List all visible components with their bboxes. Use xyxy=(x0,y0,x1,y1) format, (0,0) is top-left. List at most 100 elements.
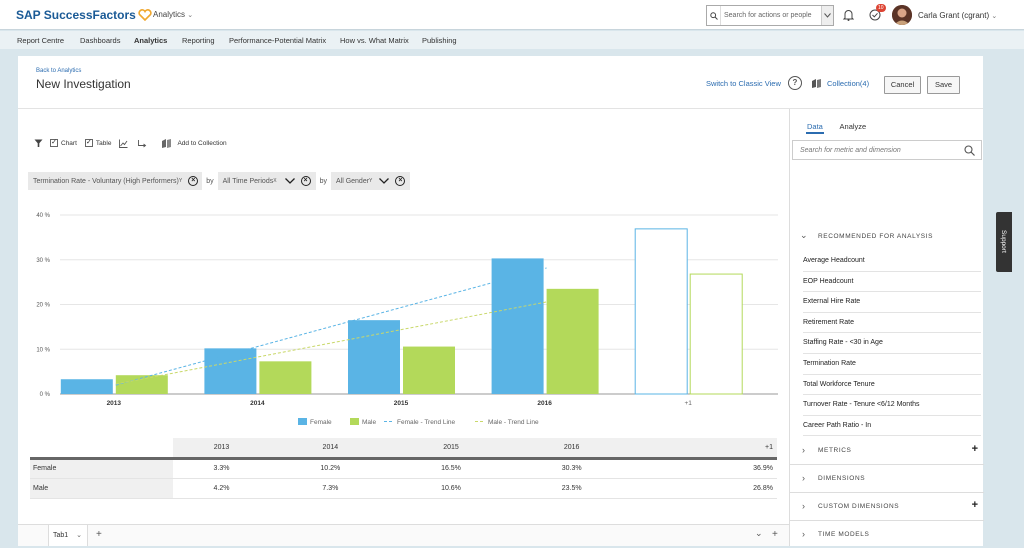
user-avatar[interactable] xyxy=(892,5,912,25)
chevron-down-icon[interactable] xyxy=(379,178,390,184)
bar-male-2015 xyxy=(403,346,455,394)
table-checkbox[interactable]: ✓ xyxy=(84,139,93,147)
add-to-collection-icon[interactable] xyxy=(161,138,173,149)
row-label: Female xyxy=(30,458,173,479)
sap-successfactors-logo[interactable]: SAP SuccessFactors xyxy=(16,8,152,22)
list-item[interactable]: Career Path Ratio - In xyxy=(803,416,981,437)
nav-item-report-centre[interactable]: Report Centre xyxy=(17,36,65,45)
column-header: 2016 xyxy=(511,438,632,460)
nav-item-reporting[interactable]: Reporting xyxy=(182,36,215,45)
x-tick-label: 2016 xyxy=(537,400,552,407)
table-cell: 16.5% xyxy=(390,458,512,479)
page-scrollbar[interactable] xyxy=(986,56,994,546)
collapse-chevron-icon[interactable]: ⌄ xyxy=(755,528,763,538)
list-item[interactable]: Retirement Rate xyxy=(803,313,981,334)
list-item[interactable]: Turnover Rate - Tenure <6/12 Months xyxy=(803,395,981,416)
chart-checkbox[interactable]: ✓ xyxy=(50,139,58,147)
app-module-menu[interactable]: Analytics ⌄ xyxy=(153,10,194,19)
help-icon[interactable]: ? xyxy=(788,76,802,90)
chevron-down-icon[interactable] xyxy=(284,178,295,184)
data-table: 2013 2014 2015 2016 +1 Female 3.3% 10.2%… xyxy=(30,438,777,499)
chevron-down-icon[interactable]: ⌄ xyxy=(76,532,83,539)
custom-dimensions-group[interactable]: › CUSTOM DIMENSIONS + xyxy=(790,493,984,521)
legend-label: Female - Trend Line xyxy=(397,419,456,426)
chevron-right-icon: › xyxy=(802,501,805,511)
list-item[interactable]: Termination Rate xyxy=(803,354,981,375)
bar-male-2016 xyxy=(546,288,599,394)
metrics-group[interactable]: › METRICS + xyxy=(790,437,984,465)
table-cell: 36.9% xyxy=(631,458,777,479)
nav-item-how-vs-what-matrix[interactable]: How vs. What Matrix xyxy=(340,36,409,45)
table-row: Female 3.3% 10.2% 16.5% 30.3% 36.9% xyxy=(30,458,777,479)
global-search[interactable]: Search for actions or people xyxy=(706,5,834,26)
time-filter-chip[interactable]: All Time Periods X × xyxy=(217,172,316,190)
search-icon[interactable] xyxy=(964,145,975,156)
y-tick-label: 30 % xyxy=(36,258,50,264)
search-dropdown-chevron-icon[interactable] xyxy=(821,6,833,25)
nav-item-publishing[interactable]: Publishing xyxy=(422,36,457,45)
recommended-list: Average Headcount EOP Headcount External… xyxy=(803,251,981,437)
chart-type-icon[interactable] xyxy=(119,139,128,148)
nav-item-performance-potential-matrix[interactable]: Performance-Potential Matrix xyxy=(229,36,327,45)
add-custom-dimension-icon[interactable]: + xyxy=(971,499,978,511)
user-menu[interactable]: Carla Grant (cgrant) ⌄ xyxy=(918,11,998,20)
table-cell: 10.2% xyxy=(270,458,391,479)
tab-analyze[interactable]: Analyze xyxy=(839,122,867,131)
table-cell: 3.3% xyxy=(173,458,271,479)
legend-label: Female xyxy=(310,419,332,426)
data-side-panel: Data Analyze Search for metric and dimen… xyxy=(789,109,984,548)
add-tab-icon[interactable]: + xyxy=(96,529,102,540)
table-header-row: 2013 2014 2015 2016 +1 xyxy=(30,438,777,460)
column-header: 2015 xyxy=(390,438,512,460)
list-item[interactable]: Total Workforce Tenure xyxy=(803,375,981,396)
list-item[interactable]: Average Headcount xyxy=(803,251,981,272)
dimensions-group[interactable]: › DIMENSIONS xyxy=(790,465,984,493)
chevron-down-icon: ⌄ xyxy=(800,230,809,240)
x-tick-label: +1 xyxy=(684,400,692,407)
y-tick-label: 0 % xyxy=(40,392,51,398)
list-item[interactable]: External Hire Rate xyxy=(803,292,981,313)
collection-link[interactable]: Collection(4) xyxy=(811,78,869,89)
tab-tab1[interactable]: Tab1 ⌄ xyxy=(48,525,88,546)
legend-swatch-female xyxy=(298,418,307,425)
filter-bar: Termination Rate - Voluntary (High Perfo… xyxy=(28,172,411,190)
remove-metric-icon[interactable]: × xyxy=(188,176,199,186)
support-tab[interactable]: Support xyxy=(996,212,1012,272)
save-button[interactable]: Save xyxy=(927,76,960,94)
bar-male-2013 xyxy=(115,375,168,394)
cancel-button[interactable]: Cancel xyxy=(884,76,921,94)
metric-search-input[interactable]: Search for metric and dimension xyxy=(792,140,982,160)
add-to-collection-link[interactable]: Add to Collection xyxy=(177,139,227,147)
expand-plus-icon[interactable]: + xyxy=(772,529,778,540)
chevron-right-icon: › xyxy=(802,445,805,455)
search-input[interactable]: Search for actions or people xyxy=(724,12,812,19)
dimension-filter-chip[interactable]: All Gender Y × xyxy=(330,172,411,190)
time-models-group[interactable]: › TIME MODELS xyxy=(790,521,984,548)
filter-icon[interactable] xyxy=(34,139,43,148)
y-tick-label: 10 % xyxy=(36,347,50,353)
nav-item-analytics[interactable]: Analytics xyxy=(134,36,168,45)
tab-data[interactable]: Data xyxy=(806,122,824,134)
remove-dimension-icon[interactable]: × xyxy=(395,176,406,186)
axis-settings-icon[interactable] xyxy=(138,139,147,148)
legend-label: Male xyxy=(362,419,376,426)
remove-time-icon[interactable]: × xyxy=(300,176,311,186)
bar-male-2014 xyxy=(259,361,312,394)
metric-filter-chip[interactable]: Termination Rate - Voluntary (High Perfo… xyxy=(28,172,203,190)
chart-toolbar: ✓ Chart ✓ Table Add to Collection xyxy=(34,136,227,150)
module-navigation: Report Centre Dashboards Analytics Repor… xyxy=(0,31,1024,49)
switch-to-classic-view-link[interactable]: Switch to Classic View xyxy=(706,79,781,88)
back-to-analytics-link[interactable]: Back to Analytics xyxy=(36,68,82,74)
search-icon xyxy=(707,6,721,25)
todo-checkmark-icon[interactable] xyxy=(869,9,881,23)
column-header: +1 xyxy=(631,438,777,460)
y-tick-label: 40 % xyxy=(36,213,50,219)
nav-item-dashboards[interactable]: Dashboards xyxy=(80,36,121,45)
x-tick-label: 2015 xyxy=(394,400,409,407)
bell-icon[interactable] xyxy=(842,9,855,23)
add-metric-icon[interactable]: + xyxy=(971,443,978,455)
list-item[interactable]: Staffing Rate - <30 in Age xyxy=(803,333,981,354)
y-tick-label: 20 % xyxy=(36,303,50,309)
termination-rate-chart: 0 % 10 % 20 % 30 % 40 % 2013 2014 2015 2016 +1 Fem… xyxy=(36,213,778,426)
list-item[interactable]: EOP Headcount xyxy=(803,272,981,293)
